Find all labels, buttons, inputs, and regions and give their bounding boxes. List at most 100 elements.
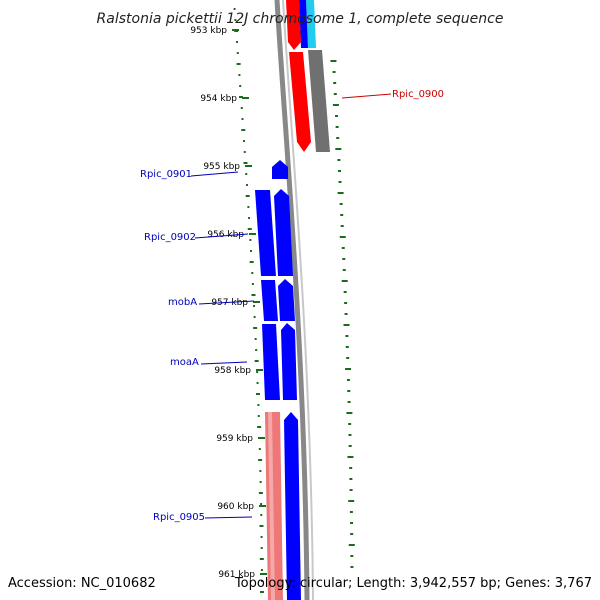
gc-dot <box>258 448 261 450</box>
kbp-label: 958 kbp <box>214 366 251 376</box>
gc-dot <box>258 459 263 461</box>
gene-label-moaa[interactable]: moaA <box>170 357 199 368</box>
gc-dot <box>259 481 262 483</box>
gc-dot <box>349 467 353 469</box>
kbp-label: 959 kbp <box>216 434 253 444</box>
gc-dot <box>349 489 353 491</box>
gc-dot <box>349 511 353 513</box>
gc-dot <box>260 514 263 516</box>
gc-dot <box>347 456 354 458</box>
gc-dot <box>330 60 337 62</box>
gc-dot <box>340 214 344 216</box>
gc-dot <box>339 203 343 205</box>
gc-track-outer <box>330 60 355 568</box>
feature-rpic-0902-right[interactable] <box>274 189 293 276</box>
feature-blue-small-top[interactable] <box>299 0 308 48</box>
gc-track-inner <box>233 8 264 593</box>
kbp-label: 956 kbp <box>207 230 244 240</box>
feature-rpic-0905[interactable] <box>284 412 301 600</box>
kbp-label: 953 kbp <box>190 26 227 36</box>
gc-dot <box>341 247 345 249</box>
gc-dot <box>238 74 241 76</box>
gc-dot <box>253 316 256 318</box>
topology-summary: Topology: circular; Length: 3,942,557 bp… <box>234 576 592 591</box>
feature-grey-rpic-0900[interactable] <box>308 50 330 152</box>
feature-rpic-0901[interactable] <box>272 160 288 179</box>
kbp-label: 957 kbp <box>211 298 248 308</box>
gc-dot <box>348 434 352 436</box>
feature-rpic-0905-pseudo-highlight <box>268 412 275 600</box>
gc-dot <box>251 272 254 274</box>
gc-dot <box>344 313 348 315</box>
feature-red-top[interactable] <box>286 0 301 50</box>
gc-dot <box>345 368 352 370</box>
backbone-arc-outer <box>274 0 310 600</box>
gc-dot <box>335 148 342 150</box>
gc-dot <box>347 401 351 403</box>
feature-track <box>255 0 330 600</box>
leader-rpic-0902 <box>194 233 249 239</box>
gc-dot <box>245 173 248 175</box>
gene-label-rpic-0900[interactable]: Rpic_0900 <box>392 89 444 100</box>
leader-moaa <box>200 361 248 365</box>
feature-rpic-0902-left[interactable] <box>255 190 276 276</box>
kbp-label: 960 kbp <box>217 502 254 512</box>
gc-dot <box>243 151 246 153</box>
gc-dot <box>249 239 252 241</box>
gc-dot <box>260 503 263 505</box>
gc-dot <box>251 283 254 285</box>
feature-white-top <box>316 0 320 48</box>
gc-dot <box>342 258 346 260</box>
leader-rpic-0900 <box>341 93 392 99</box>
feature-moaa-left[interactable] <box>262 324 280 400</box>
feature-moaa-right[interactable] <box>281 323 297 400</box>
gc-dot <box>345 346 349 348</box>
gc-dot <box>346 357 350 359</box>
gc-dot <box>260 569 263 571</box>
gc-dot <box>340 225 344 227</box>
leader-rpic-0901 <box>190 171 239 177</box>
gc-dot <box>350 555 354 557</box>
gc-dot <box>350 566 354 568</box>
gc-dot <box>344 302 348 304</box>
gc-dot <box>332 71 336 73</box>
gc-dot <box>236 63 241 65</box>
feature-moba-right[interactable] <box>278 279 295 321</box>
gc-dot <box>245 184 248 186</box>
gc-dot <box>243 162 248 164</box>
gc-dot <box>337 192 344 194</box>
gc-dot <box>343 324 350 326</box>
gc-dot <box>233 8 236 10</box>
feature-red-reverse[interactable] <box>289 52 311 152</box>
gc-dot <box>250 250 253 252</box>
feature-moba-left[interactable] <box>261 280 278 321</box>
gc-dot <box>348 423 352 425</box>
gene-label-rpic-0902[interactable]: Rpic_0902 <box>144 232 196 243</box>
backbone <box>274 0 314 600</box>
gene-label-rpic-0901[interactable]: Rpic_0901 <box>140 169 192 180</box>
gc-dot <box>259 591 264 593</box>
gc-dot <box>247 228 252 230</box>
accession-text: Accession: NC_010682 <box>8 576 156 591</box>
gene-label-moba[interactable]: mobA <box>168 297 197 308</box>
gc-dot <box>348 544 355 546</box>
gene-label-rpic-0905[interactable]: Rpic_0905 <box>153 512 205 523</box>
gc-dot <box>348 500 355 502</box>
kbp-ruler: 953 kbp 954 kbp 955 kbp 956 kbp 957 kbp 958 k… <box>190 26 267 580</box>
gc-dot <box>341 280 348 282</box>
gc-dot <box>337 159 341 161</box>
gc-dot <box>257 426 262 428</box>
gc-dot <box>234 19 237 21</box>
gc-dot <box>339 236 346 238</box>
map-title: Ralstonia pickettii 12J chromosome 1, co… <box>97 11 504 27</box>
gc-dot <box>259 470 262 472</box>
gc-dot <box>247 206 250 208</box>
feature-cyan[interactable] <box>306 0 316 48</box>
gc-dot <box>338 181 342 183</box>
kbp-label: 954 kbp <box>200 94 237 104</box>
backbone-arc-inner <box>282 0 314 600</box>
gc-dot <box>241 129 246 131</box>
gc-dot <box>346 412 353 414</box>
gc-dot <box>332 104 339 106</box>
